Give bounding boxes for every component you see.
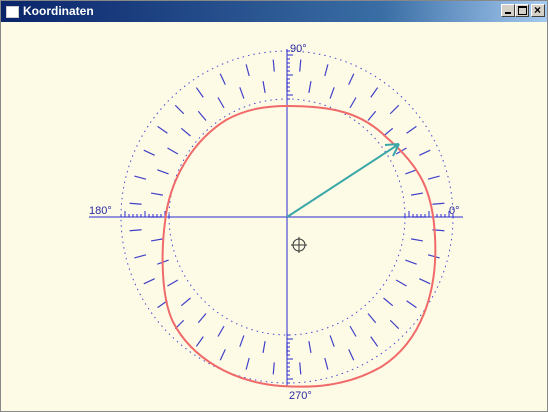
- ring-dash: [299, 362, 302, 375]
- ring-dash: [370, 87, 379, 98]
- direction-arrow: [286, 143, 400, 218]
- ring-dash: [272, 59, 275, 72]
- ring-dash: [195, 87, 204, 98]
- ring-dash: [219, 73, 226, 85]
- ring-dash: [427, 254, 440, 259]
- ring-dash: [129, 229, 142, 232]
- ring-dash: [329, 87, 335, 99]
- ring-dash: [134, 254, 147, 259]
- drawing-canvas: 90° 180° 0° 270°: [89, 43, 463, 402]
- label-270: 270°: [289, 390, 312, 402]
- ring-dash: [299, 59, 302, 72]
- ring-dash: [143, 149, 155, 156]
- ring-dash: [134, 175, 147, 180]
- ring-dash: [245, 357, 250, 370]
- ring-dash: [174, 104, 185, 115]
- ring-dash: [150, 192, 164, 196]
- ring-dash: [239, 335, 245, 347]
- ring-dash: [370, 336, 379, 347]
- ring-dash: [329, 335, 335, 347]
- ring-dash: [129, 202, 142, 205]
- ring-dash: [239, 87, 245, 99]
- ring-dash: [157, 125, 168, 134]
- red-curve: [161, 104, 437, 388]
- ring-dash: [406, 300, 417, 309]
- ring-dash: [180, 297, 191, 307]
- ring-dash: [419, 278, 431, 285]
- ring-dash: [167, 147, 179, 155]
- ring-dash: [157, 169, 169, 175]
- ring-dash: [195, 336, 204, 347]
- window-title: Koordinaten: [23, 4, 94, 18]
- ring-dash: [410, 192, 424, 196]
- ring-dash: [367, 313, 377, 324]
- ring-dash: [395, 279, 407, 287]
- ring-dash: [348, 73, 355, 85]
- ring-dash: [389, 319, 400, 330]
- ring-dash: [197, 313, 207, 324]
- ring-dash: [197, 110, 207, 121]
- ring-dash: [383, 297, 394, 307]
- ring-dash: [262, 340, 266, 354]
- ring-dash: [427, 175, 440, 180]
- ring-dash: [272, 362, 275, 375]
- title-bar: Koordinaten ×: [1, 1, 547, 22]
- ring-dash: [432, 202, 445, 205]
- ring-dash: [143, 278, 155, 285]
- ring-dash: [349, 325, 357, 337]
- label-90: 90°: [290, 43, 307, 55]
- ring-dash: [150, 238, 164, 242]
- ring-dash: [324, 64, 329, 77]
- ring-dash: [308, 80, 312, 94]
- ring-dash: [410, 238, 424, 242]
- ring-dash: [217, 97, 225, 109]
- ring-dash: [405, 169, 417, 175]
- ring-dash: [367, 110, 377, 121]
- ring-dash: [349, 97, 357, 109]
- minimize-button[interactable]: [501, 4, 515, 17]
- ring-dash: [348, 349, 355, 361]
- crosshair-lines: [291, 237, 307, 253]
- ring-dash: [217, 325, 225, 337]
- ring-dash: [405, 259, 417, 265]
- ring-dash: [167, 279, 179, 287]
- ring-dash: [262, 80, 266, 94]
- ring-dash: [245, 64, 250, 77]
- ring-dash: [308, 340, 312, 354]
- ring-dash: [324, 357, 329, 370]
- ring-dash: [219, 349, 226, 361]
- label-180: 180°: [89, 205, 112, 217]
- arrow-head: [384, 143, 400, 157]
- ring-dash: [180, 127, 191, 137]
- ring-dash: [419, 149, 431, 156]
- label-0: 0°: [449, 205, 460, 217]
- ring-dash: [406, 125, 417, 134]
- ring-dash: [389, 104, 400, 115]
- close-button[interactable]: ×: [531, 3, 545, 17]
- maximize-button[interactable]: [515, 4, 529, 17]
- window-icon: [6, 6, 19, 18]
